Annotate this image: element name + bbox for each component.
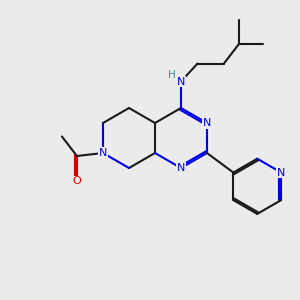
Text: N: N <box>203 118 211 128</box>
Text: H: H <box>168 70 176 80</box>
Text: N: N <box>177 163 185 173</box>
Text: N: N <box>277 167 285 178</box>
Text: N: N <box>177 76 185 87</box>
Text: N: N <box>99 148 107 158</box>
Text: O: O <box>73 176 81 187</box>
